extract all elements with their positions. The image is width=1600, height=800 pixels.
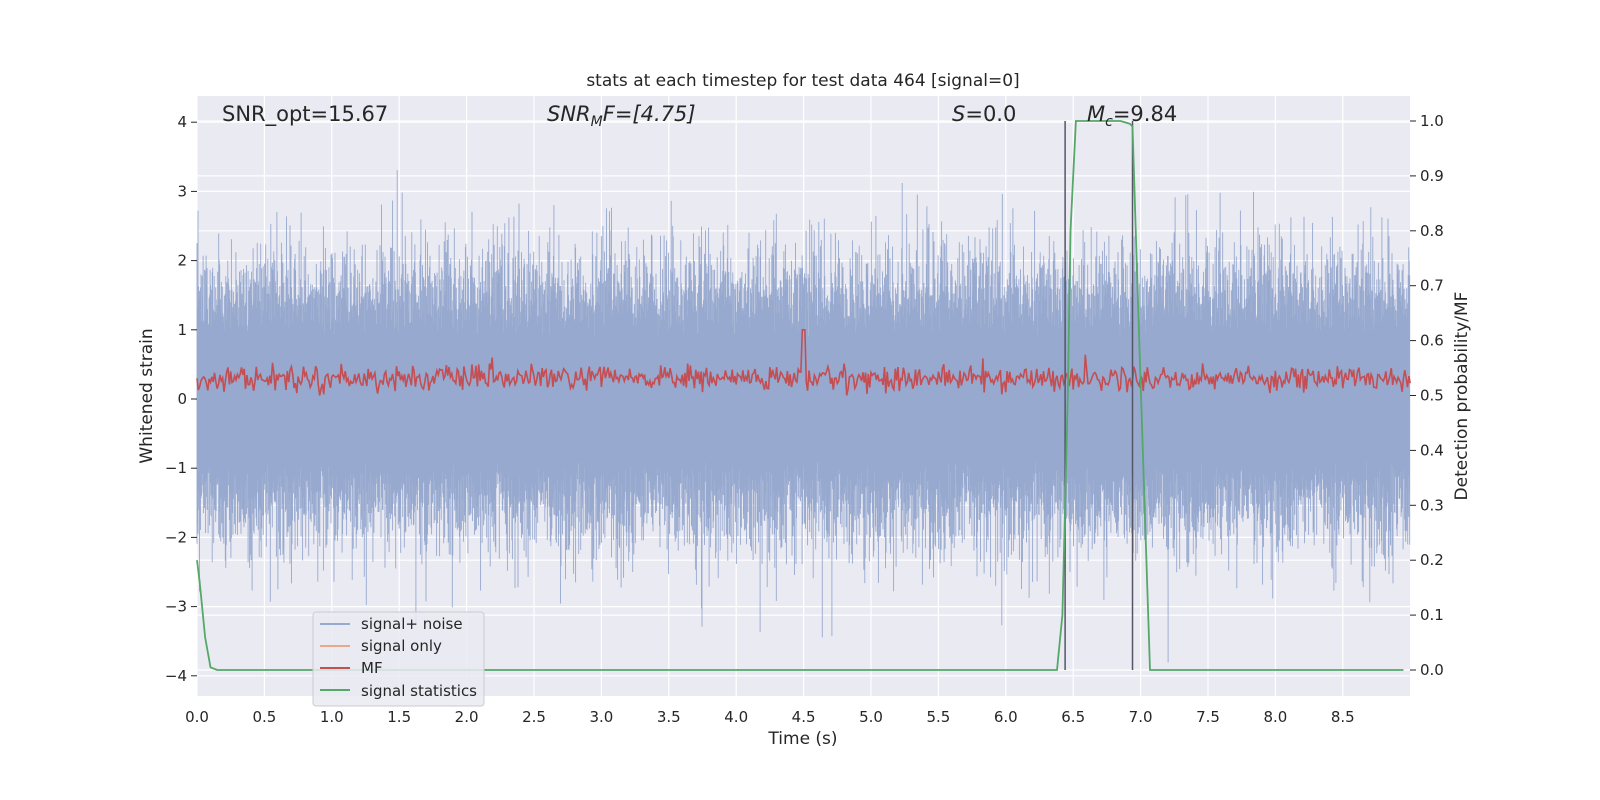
- series-mf-line: [196, 328, 1411, 396]
- right-y-axis-label: Detection probability/MF: [1452, 292, 1472, 501]
- left-y-tick-labels: 4 3 2 1 0 −1 −2 −3 −4: [165, 113, 197, 685]
- left-y-tick-label: 3: [177, 182, 187, 200]
- annotation-snr-mf: SNRMF=[4.75]: [547, 102, 696, 130]
- x-axis-label: Time (s): [767, 729, 837, 749]
- legend: signal+ noise signal only MF signal stat…: [312, 611, 485, 707]
- right-y-tick-label: 0.7: [1420, 277, 1444, 295]
- legend-label-mf: MF: [361, 659, 383, 677]
- x-tick-label: 7.5: [1196, 708, 1220, 726]
- left-y-axis-label: Whitened strain: [137, 328, 157, 463]
- x-tick-label: 3.5: [657, 708, 681, 726]
- left-y-tick-label: 4: [177, 113, 187, 131]
- x-tick-label: 8.5: [1331, 708, 1355, 726]
- x-tick-label: 4.0: [724, 708, 748, 726]
- x-tick-label: 2.5: [522, 708, 546, 726]
- right-y-tick-label: 0.0: [1420, 661, 1444, 679]
- x-tick-label: 1.0: [320, 708, 344, 726]
- x-tick-label: 1.5: [387, 708, 411, 726]
- right-y-tick-label: 0.1: [1420, 606, 1444, 624]
- vertical-markers: [1064, 121, 1134, 670]
- right-y-tick-labels: 1.0 0.9 0.8 0.7 0.6 0.5 0.4 0.3 0.2 0.1 0.0: [1410, 112, 1444, 679]
- x-tick-label: 4.5: [792, 708, 816, 726]
- left-y-tick-label: −4: [165, 667, 187, 685]
- annotation-s: S=0.0: [952, 102, 1016, 126]
- legend-label-signal-only: signal only: [361, 637, 442, 655]
- legend-box: [312, 611, 485, 707]
- x-tick-label: 8.0: [1263, 708, 1287, 726]
- right-y-tick-label: 0.9: [1420, 167, 1444, 185]
- x-tick-label: 2.0: [455, 708, 479, 726]
- right-y-tick-label: 1.0: [1420, 112, 1444, 130]
- x-tick-label: 5.0: [859, 708, 883, 726]
- right-y-tick-label: 0.3: [1420, 496, 1444, 514]
- left-y-tick-label: 0: [177, 390, 187, 408]
- x-tick-label: 0.0: [185, 708, 209, 726]
- left-y-tick-label: −2: [165, 528, 187, 546]
- x-tick-label: 7.0: [1129, 708, 1153, 726]
- left-y-tick-label: −3: [165, 598, 187, 616]
- right-y-tick-label: 0.5: [1420, 387, 1444, 405]
- annotation-snr-opt: SNR_opt=15.67: [222, 102, 388, 127]
- left-y-tick-label: 1: [177, 321, 187, 339]
- left-y-tick-label: 2: [177, 252, 187, 270]
- x-tick-label: 0.5: [252, 708, 276, 726]
- annotation-mc: Mc=9.84: [1087, 102, 1177, 130]
- left-y-tick-label: −1: [165, 459, 187, 477]
- chart-title: stats at each timestep for test data 464…: [586, 71, 1019, 91]
- legend-label-signal-plus-noise: signal+ noise: [361, 615, 463, 633]
- x-tick-labels: 0.0 0.5 1.0 1.5 2.0 2.5 3.0 3.5 4.0 4.5 5.0 5.5 6.0 6…: [185, 708, 1355, 726]
- x-tick-label: 6.5: [1061, 708, 1085, 726]
- x-tick-label: 6.0: [994, 708, 1018, 726]
- series-signal-statistics-line: [196, 120, 1404, 671]
- right-y-tick-label: 0.4: [1420, 441, 1444, 459]
- x-tick-label: 5.5: [926, 708, 950, 726]
- right-y-tick-label: 0.8: [1420, 222, 1444, 240]
- right-y-tick-label: 0.2: [1420, 551, 1444, 569]
- right-y-tick-label: 0.6: [1420, 332, 1444, 350]
- legend-label-signal-statistics: signal statistics: [361, 682, 477, 700]
- x-tick-label: 3.0: [589, 708, 613, 726]
